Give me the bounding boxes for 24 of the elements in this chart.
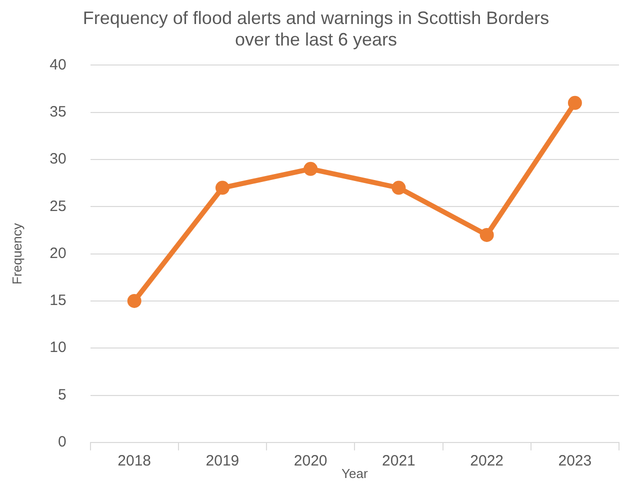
x-tick-label: 2020 xyxy=(294,452,328,470)
y-tick-label: 20 xyxy=(50,244,66,262)
point xyxy=(480,228,494,242)
x-tick-label: 2023 xyxy=(558,452,592,470)
point xyxy=(127,294,142,308)
x-tick-label: 2021 xyxy=(382,452,416,470)
y-axis-title: Frequency xyxy=(9,222,24,285)
y-tick-label: 30 xyxy=(50,150,66,168)
y-tick-label: 15 xyxy=(50,292,66,310)
y-tick-label: 25 xyxy=(50,198,66,215)
y-tick-label: 40 xyxy=(50,56,66,74)
x-tick-label: 2022 xyxy=(470,452,504,470)
y-tick-label: 35 xyxy=(50,103,66,120)
chart-title: Frequency of flood alerts and warnings in Scottish Borders over the last 6 years xyxy=(82,8,550,50)
point xyxy=(215,180,230,195)
y-tick-label: 0 xyxy=(58,434,66,451)
x-tick-label: 2019 xyxy=(206,452,240,470)
point xyxy=(392,180,406,195)
x-tick-label: 2018 xyxy=(118,452,152,470)
point xyxy=(304,162,318,176)
y-tick-label: 10 xyxy=(50,339,66,356)
x-axis-title: Year xyxy=(342,466,368,481)
y-tick-label: 5 xyxy=(58,386,66,404)
point xyxy=(568,96,582,110)
